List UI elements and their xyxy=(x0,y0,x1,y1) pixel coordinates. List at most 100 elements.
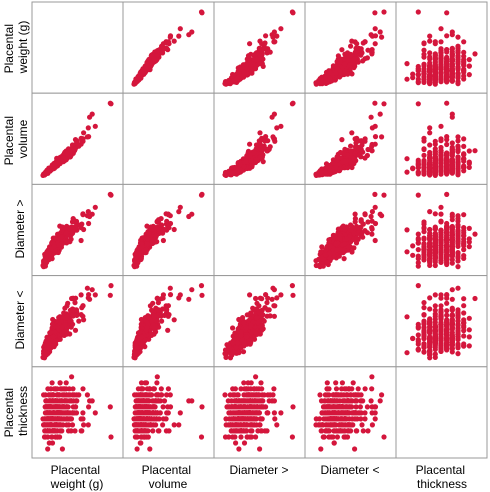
data-point xyxy=(85,295,91,301)
panel-placental_volume-vs-diameter_lt xyxy=(304,92,397,185)
data-point xyxy=(166,225,172,231)
data-point xyxy=(146,56,152,63)
data-point xyxy=(421,169,427,175)
data-point xyxy=(444,237,450,244)
data-point xyxy=(461,53,467,59)
data-point xyxy=(78,292,84,298)
data-point xyxy=(72,327,79,333)
data-point xyxy=(245,53,252,59)
panel-diameter_gt-vs-placental_thickness xyxy=(395,183,488,277)
data-point xyxy=(438,39,444,45)
data-point xyxy=(415,79,421,85)
data-point xyxy=(427,56,433,62)
data-point xyxy=(372,204,378,210)
data-point xyxy=(177,26,183,32)
data-point xyxy=(352,211,358,217)
data-point xyxy=(259,41,265,47)
data-point xyxy=(432,245,438,251)
data-point xyxy=(432,168,438,174)
data-point xyxy=(444,10,450,16)
data-point xyxy=(70,313,76,319)
data-point xyxy=(421,241,427,247)
data-point xyxy=(354,135,360,141)
data-point xyxy=(427,50,433,56)
data-point xyxy=(359,230,365,236)
data-point xyxy=(45,168,52,174)
panel-diameter_lt-vs-placental_weight xyxy=(31,275,124,368)
data-point xyxy=(449,140,455,146)
data-point xyxy=(348,43,354,49)
data-point xyxy=(160,237,166,244)
data-point xyxy=(449,146,455,152)
data-point xyxy=(186,32,192,38)
data-point xyxy=(72,219,78,225)
data-point xyxy=(427,243,433,250)
data-point xyxy=(427,38,433,44)
data-point xyxy=(241,164,247,170)
data-point xyxy=(444,74,450,80)
data-point xyxy=(444,170,450,176)
data-point xyxy=(144,241,150,247)
data-point xyxy=(415,240,421,246)
data-point xyxy=(92,123,98,129)
data-point xyxy=(415,101,421,107)
data-point xyxy=(358,138,364,144)
data-point xyxy=(404,227,410,233)
data-point xyxy=(222,79,229,85)
data-point xyxy=(461,62,467,68)
data-point xyxy=(333,241,339,247)
data-point xyxy=(330,235,336,242)
data-point xyxy=(427,125,433,131)
data-point xyxy=(377,111,383,117)
data-point xyxy=(362,212,368,218)
data-point xyxy=(461,143,467,149)
data-point xyxy=(45,344,51,351)
data-point xyxy=(432,236,438,242)
data-point xyxy=(455,157,461,163)
data-point xyxy=(438,235,444,241)
data-point xyxy=(466,72,472,78)
data-point xyxy=(134,263,140,269)
data-point xyxy=(432,226,438,232)
data-point xyxy=(427,164,433,170)
data-point xyxy=(455,258,461,264)
data-point xyxy=(421,146,427,153)
data-point xyxy=(73,138,80,144)
data-point xyxy=(415,247,421,253)
data-point xyxy=(461,151,467,157)
data-point xyxy=(64,303,70,309)
data-point xyxy=(148,53,154,59)
data-point xyxy=(427,65,433,71)
data-point xyxy=(59,158,65,165)
data-point xyxy=(139,69,145,75)
data-point xyxy=(365,219,371,225)
data-point xyxy=(344,236,350,242)
data-point xyxy=(421,252,427,258)
data-point xyxy=(455,81,461,87)
data-point xyxy=(167,213,173,219)
data-point xyxy=(410,243,416,249)
data-point xyxy=(264,146,270,153)
data-point xyxy=(415,9,421,15)
data-point xyxy=(264,47,270,53)
data-point xyxy=(251,149,257,156)
data-point xyxy=(259,135,265,141)
data-point xyxy=(69,142,76,148)
data-point xyxy=(444,227,450,233)
data-point xyxy=(362,39,368,45)
data-point xyxy=(455,213,461,219)
data-point xyxy=(466,244,472,250)
data-point xyxy=(274,33,280,39)
data-point xyxy=(432,158,438,164)
data-point xyxy=(379,134,385,140)
data-point xyxy=(338,60,344,66)
data-point xyxy=(444,137,450,143)
data-point xyxy=(270,134,276,140)
data-point xyxy=(243,61,249,67)
data-point xyxy=(51,243,57,250)
data-point xyxy=(438,64,444,70)
data-point xyxy=(362,56,368,62)
data-point xyxy=(253,142,260,148)
data-point xyxy=(49,321,56,327)
data-point xyxy=(342,241,348,247)
